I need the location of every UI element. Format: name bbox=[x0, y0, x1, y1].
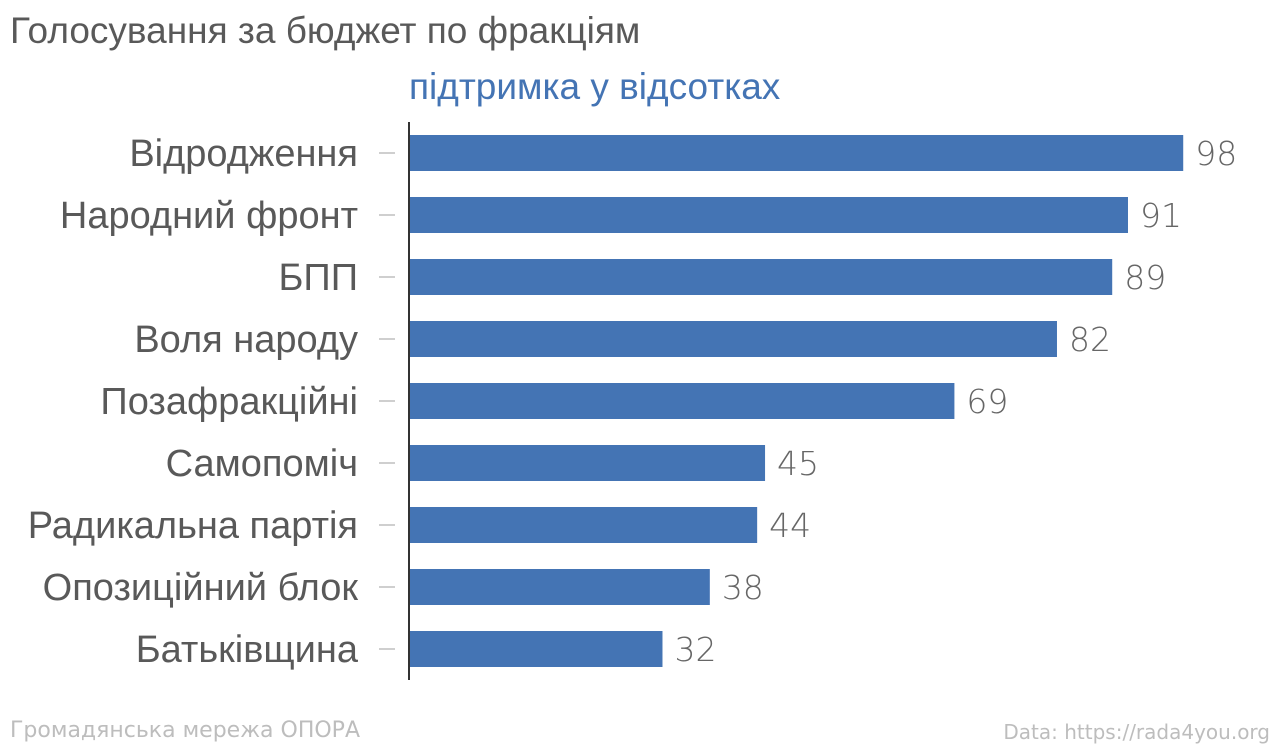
category-label: Самопоміч bbox=[166, 443, 358, 485]
data-label: 91 bbox=[1140, 196, 1182, 235]
bar bbox=[410, 445, 766, 481]
category-label: БПП bbox=[278, 257, 358, 299]
data-label: 45 bbox=[777, 444, 819, 483]
chart-subtitle: підтримка у відсотках bbox=[409, 66, 781, 107]
category-label: Воля народу bbox=[134, 319, 358, 361]
data-label: 82 bbox=[1069, 320, 1111, 359]
bar bbox=[410, 135, 1184, 171]
footer-source-left: Громадянська мережа ОПОРА bbox=[10, 718, 360, 743]
bar bbox=[410, 197, 1128, 233]
category-label: Опозиційний блок bbox=[43, 567, 359, 609]
data-label: 98 bbox=[1195, 134, 1237, 173]
data-label: 44 bbox=[769, 506, 811, 545]
category-label: Відродження bbox=[129, 133, 358, 175]
bar bbox=[410, 259, 1113, 295]
footer-source-right: Data: https://rada4you.org bbox=[1003, 720, 1270, 744]
category-label: Народний фронт bbox=[60, 195, 358, 237]
category-label: Батьківщина bbox=[136, 629, 359, 671]
bar bbox=[410, 631, 663, 667]
data-label: 38 bbox=[722, 568, 764, 607]
bar bbox=[410, 507, 758, 543]
bar bbox=[410, 569, 710, 605]
data-label: 89 bbox=[1124, 258, 1166, 297]
bars-layer: Відродження 98 Народний фронт 91 БПП 89 Воля н… bbox=[28, 133, 1238, 671]
data-label: 69 bbox=[966, 382, 1008, 421]
category-label: Позафракційні bbox=[100, 381, 358, 423]
bar bbox=[410, 321, 1057, 357]
category-label: Радикальна партія bbox=[28, 505, 358, 547]
data-label: 32 bbox=[674, 630, 716, 669]
chart-title: Голосування за бюджет по фракціям bbox=[10, 10, 641, 51]
bar bbox=[410, 383, 955, 419]
